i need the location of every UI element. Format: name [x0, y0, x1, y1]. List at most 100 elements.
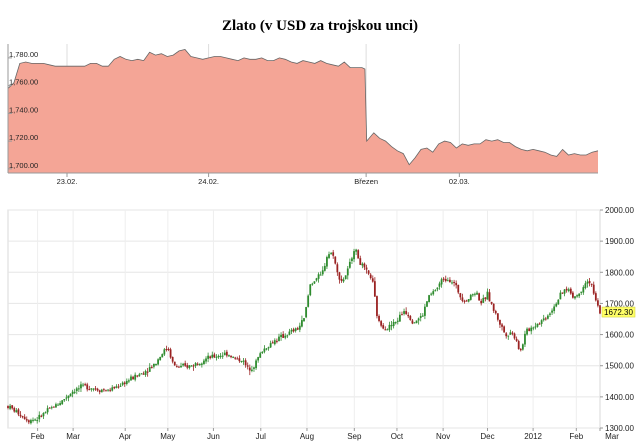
candle-body [125, 380, 128, 384]
candle-body [342, 279, 345, 282]
candle-body [517, 341, 520, 350]
candle-body [499, 319, 501, 325]
page-title: Zlato (v USD za trojskou unci) [222, 18, 418, 34]
candle-body [492, 303, 495, 311]
candle-body [290, 329, 293, 332]
candle-body [69, 393, 72, 397]
candle-body [415, 320, 418, 324]
intraday-area-chart: 1,700.00 1,720.00 1,740.00 1,760.00 1,780.00… [7, 44, 599, 186]
candle-body [123, 382, 126, 385]
intraday-y-tick-label: 1,740.00 [9, 105, 38, 114]
candle-body [278, 336, 280, 342]
candle-body [359, 258, 362, 265]
candle-body [373, 281, 376, 297]
intraday-y-ticks: 1,700.00 1,720.00 1,740.00 1,760.00 1,780.00 [8, 50, 38, 170]
candle-body [459, 293, 462, 298]
candle-body [40, 415, 43, 417]
candle-body [55, 404, 57, 408]
candle-body [369, 274, 372, 279]
candle-body [557, 299, 560, 305]
candle-body [267, 347, 270, 349]
candle-body [569, 288, 572, 294]
candle-body [534, 326, 537, 328]
candle-body [298, 325, 301, 330]
candle-body [36, 420, 39, 422]
candle-body [357, 250, 360, 259]
candle-body [463, 300, 466, 302]
candle-body [584, 283, 587, 289]
daily-y-tick-label: 1900.00 [605, 237, 634, 246]
candle-body [178, 366, 180, 368]
candle-body [173, 361, 176, 366]
candle-body [346, 268, 349, 276]
candle-body [482, 297, 485, 303]
candle-body [148, 367, 151, 372]
candle-body [594, 293, 597, 301]
candle-body [236, 358, 239, 360]
candle-body [65, 397, 68, 399]
candle-body [576, 295, 578, 297]
candle-body [132, 376, 134, 380]
candle-body [288, 331, 291, 335]
candle-body [392, 322, 395, 327]
daily-x-tick-label: Dec [480, 432, 494, 441]
candle-body [32, 419, 34, 421]
candle-body [111, 387, 114, 391]
candle-body [80, 384, 82, 389]
candle-body [259, 353, 262, 358]
candle-body [169, 349, 172, 358]
candle-body [323, 265, 326, 271]
candle-body [46, 408, 49, 413]
candle-body [559, 292, 562, 300]
candle-body [446, 280, 449, 282]
candle-body [75, 388, 78, 392]
candle-body [98, 390, 101, 393]
candle-body [198, 363, 201, 365]
candle-body [117, 386, 120, 388]
candle-body [421, 315, 424, 317]
candle-body [96, 388, 99, 391]
candle-body [121, 382, 124, 385]
candle-body [71, 391, 74, 395]
candle-body [271, 342, 274, 344]
candle-body [505, 333, 508, 337]
daily-x-tick-label: Jun [207, 432, 220, 441]
candle-body [146, 371, 149, 373]
candle-body [317, 274, 320, 279]
candle-body [11, 405, 14, 409]
candle-body [386, 329, 389, 331]
candle-body [25, 419, 28, 421]
candle-body [221, 355, 224, 357]
candle-body [563, 289, 566, 294]
candle-body [257, 357, 260, 361]
candle-body [128, 380, 130, 382]
daily-x-tick-label: Mar [66, 432, 80, 441]
candle-body [355, 249, 358, 252]
candle-body [284, 335, 287, 338]
candle-body [86, 384, 89, 390]
candle-body [67, 395, 70, 399]
candle-body [207, 355, 210, 359]
intraday-y-tick-label: 1,760.00 [9, 78, 38, 87]
candle-body [503, 326, 506, 333]
candle-body [213, 354, 216, 358]
intraday-x-tick-label: 02.03. [449, 177, 470, 186]
candle-body [328, 254, 330, 258]
candle-body [313, 281, 316, 284]
intraday-x-tick-label: 24.02. [198, 177, 219, 186]
candle-body [157, 359, 159, 365]
candle-body [88, 389, 91, 391]
candle-body [430, 293, 433, 295]
candle-body [57, 404, 59, 406]
candle-body [73, 391, 76, 393]
candle-body [578, 293, 581, 297]
candle-body [315, 278, 318, 281]
candle-body [142, 373, 145, 375]
daily-x-tick-label: Sep [347, 432, 362, 441]
candle-body [403, 311, 405, 314]
candle-body [365, 267, 368, 270]
candle-body [461, 297, 464, 302]
candle-body [263, 348, 266, 352]
candle-body [376, 296, 378, 317]
candle-body [113, 386, 116, 389]
